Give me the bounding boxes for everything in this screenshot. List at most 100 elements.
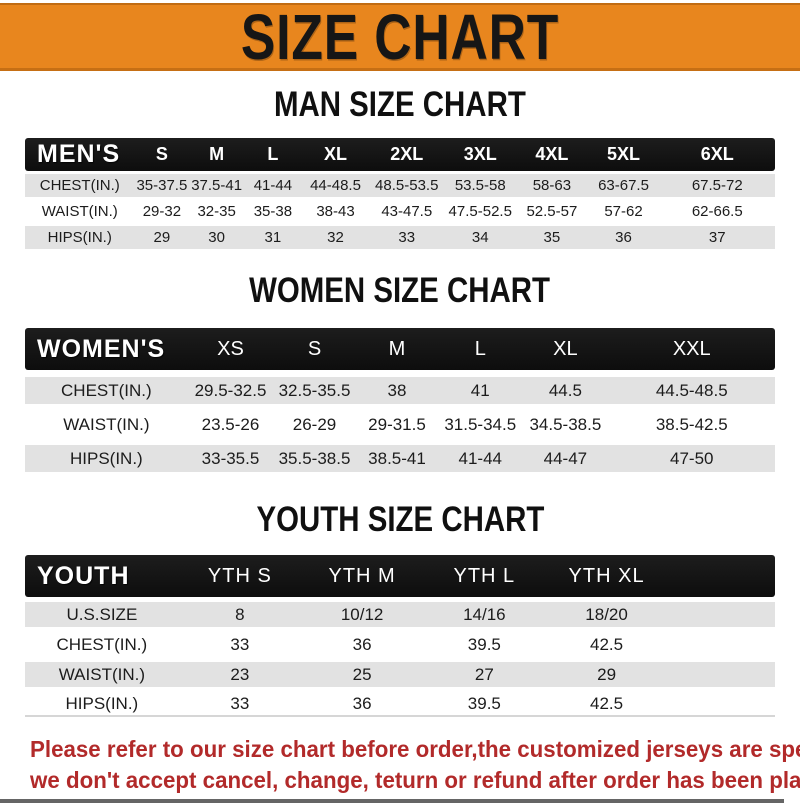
size-value-cell: 63-67.5 xyxy=(598,177,649,194)
row-label-cell: U.S.SIZE xyxy=(66,604,138,624)
empty-cell xyxy=(667,692,775,717)
row-label-cell: WAIST(IN.) xyxy=(58,664,145,684)
men-table-title: MEN'S xyxy=(37,140,121,168)
size-value-cell: 27 xyxy=(474,664,494,684)
size-value-cell: 29-32 xyxy=(142,203,182,220)
size-value-cell: 23.5-26 xyxy=(201,414,260,434)
disclaimer: Please refer to our size chart before or… xyxy=(30,734,800,796)
size-value-cell: 62-66.5 xyxy=(691,203,743,220)
men-size-table: MEN'S S M L XL 2XL 3XL 4XL 5XL 6XL CHEST… xyxy=(25,135,775,252)
youth-waist-row: WAIST(IN.) 23 25 27 29 xyxy=(25,662,775,687)
size-value-cell: 33 xyxy=(230,634,250,654)
size-value-cell: 38.5-42.5 xyxy=(655,414,728,434)
size-header-cell: YTH M xyxy=(328,564,396,587)
size-value-cell: 34 xyxy=(471,229,489,246)
size-header-cell: 5XL xyxy=(606,144,640,164)
size-header-cell: XXL xyxy=(672,337,711,360)
size-header-cell: XS xyxy=(217,337,244,360)
size-value-cell: 26-29 xyxy=(292,414,337,434)
youth-hips-row: HIPS(IN.) 33 36 39.5 42.5 xyxy=(25,692,775,717)
size-value-cell: 35-38 xyxy=(253,203,293,220)
men-hips-row: HIPS(IN.) 29 30 31 32 33 34 35 36 37 xyxy=(25,226,775,249)
size-header-cell: 2XL xyxy=(390,144,424,164)
size-value-cell: 44.5-48.5 xyxy=(655,380,728,400)
men-waist-row: WAIST(IN.) 29-32 32-35 35-38 38-43 43-47… xyxy=(25,200,775,223)
empty-cell xyxy=(668,602,775,627)
size-value-cell: 37 xyxy=(708,229,726,246)
size-value-cell: 37.5-41 xyxy=(191,177,243,194)
row-label-cell: WAIST(IN.) xyxy=(63,414,150,434)
size-value-cell: 42.5 xyxy=(545,692,668,717)
size-header-cell: 3XL xyxy=(463,144,497,164)
size-header-cell: M xyxy=(209,144,225,164)
man-section-heading-text: MAN SIZE CHART xyxy=(274,84,526,124)
size-value-cell: 52.5-57 xyxy=(526,203,578,220)
size-value-cell: 25 xyxy=(352,664,372,684)
size-value-cell: 67.5-72 xyxy=(691,177,743,194)
women-hips-row: HIPS(IN.) 33-35.5 35.5-38.5 38.5-41 41-4… xyxy=(25,445,775,472)
size-value-cell: 34.5-38.5 xyxy=(529,414,602,434)
size-header-cell: XL xyxy=(323,144,347,164)
row-label-cell: WAIST(IN.) xyxy=(41,203,118,220)
men-header-row: MEN'S S M L XL 2XL 3XL 4XL 5XL 6XL xyxy=(25,138,775,171)
women-chest-row: CHEST(IN.) 29.5-32.5 32.5-35.5 38 41 44.… xyxy=(25,377,775,404)
size-value-cell: 29.5-32.5 xyxy=(194,380,267,400)
row-label-cell: CHEST(IN.) xyxy=(61,380,152,400)
size-value-cell: 30 xyxy=(208,229,225,246)
size-value-cell: 43-47.5 xyxy=(381,203,433,220)
size-header-cell: L xyxy=(267,144,279,164)
size-value-cell: 44.5 xyxy=(548,380,582,400)
women-size-table: WOMEN'S XS S M L XL XXL CHEST(IN.) 29.5-… xyxy=(25,321,775,479)
size-value-cell: 35-37.5 xyxy=(136,177,188,194)
size-value-cell: 32 xyxy=(327,229,344,246)
size-header-cell: XL xyxy=(553,337,578,360)
size-value-cell: 38.5-41 xyxy=(368,448,426,468)
size-value-cell: 38-43 xyxy=(316,203,355,220)
size-value-cell: 47.5-52.5 xyxy=(448,203,512,220)
men-chest-row: CHEST(IN.) 35-37.5 37.5-41 41-44 44-48.5… xyxy=(25,174,775,197)
youth-section-heading-text: YOUTH SIZE CHART xyxy=(256,499,544,539)
empty-cell xyxy=(668,555,775,597)
size-value-cell: 53.5-58 xyxy=(454,177,506,194)
women-section-heading: WOMEN SIZE CHART xyxy=(0,270,800,310)
size-value-cell: 23 xyxy=(230,664,250,684)
size-value-cell: 33-35.5 xyxy=(201,448,260,468)
size-value-cell: 41-44 xyxy=(458,448,502,468)
size-header-cell: YTH XL xyxy=(568,564,645,587)
size-value-cell: 57-62 xyxy=(604,203,643,220)
youth-size-table: YOUTH YTH S YTH M YTH L YTH XL U.S.SIZE … xyxy=(25,550,775,722)
size-value-cell: 29 xyxy=(597,664,617,684)
size-value-cell: 48.5-53.5 xyxy=(375,177,439,194)
size-value-cell: 29 xyxy=(153,229,171,246)
size-value-cell: 32-35 xyxy=(197,203,236,220)
youth-table-title: YOUTH xyxy=(37,561,130,590)
size-value-cell: 44-48.5 xyxy=(310,177,361,194)
women-waist-row: WAIST(IN.) 23.5-26 26-29 29-31.5 31.5-34… xyxy=(25,411,775,438)
size-value-cell: 58-63 xyxy=(532,177,572,194)
women-section-heading-text: WOMEN SIZE CHART xyxy=(249,270,551,310)
women-table-title: WOMEN'S xyxy=(37,334,166,363)
disclaimer-line-2: we don't accept cancel, change, teturn o… xyxy=(30,766,800,794)
size-value-cell: 10/12 xyxy=(340,604,384,624)
size-header-cell: S xyxy=(155,144,168,164)
size-value-cell: 42.5 xyxy=(590,634,624,654)
size-value-cell: 31 xyxy=(264,229,282,246)
size-header-cell: 6XL xyxy=(700,144,734,164)
size-value-cell: 39.5 xyxy=(423,692,546,717)
size-header-cell: S xyxy=(307,337,322,360)
size-value-cell: 33 xyxy=(178,692,301,717)
size-value-cell: 35 xyxy=(543,229,561,246)
page-title: SIZE CHART xyxy=(240,1,560,73)
size-value-cell: 39.5 xyxy=(467,634,501,654)
size-value-cell: 41 xyxy=(470,380,490,400)
man-section-heading: MAN SIZE CHART xyxy=(0,84,800,124)
youth-chest-row: CHEST(IN.) 33 36 39.5 42.5 xyxy=(25,632,775,657)
size-value-cell: 41-44 xyxy=(253,177,293,194)
row-label-cell: HIPS(IN.) xyxy=(47,229,112,246)
size-value-cell: 29-31.5 xyxy=(368,414,426,434)
size-value-cell: 47-50 xyxy=(670,448,714,468)
size-value-cell: 8 xyxy=(235,604,245,624)
size-value-cell: 38 xyxy=(387,380,407,400)
row-label-cell: CHEST(IN.) xyxy=(56,634,148,654)
